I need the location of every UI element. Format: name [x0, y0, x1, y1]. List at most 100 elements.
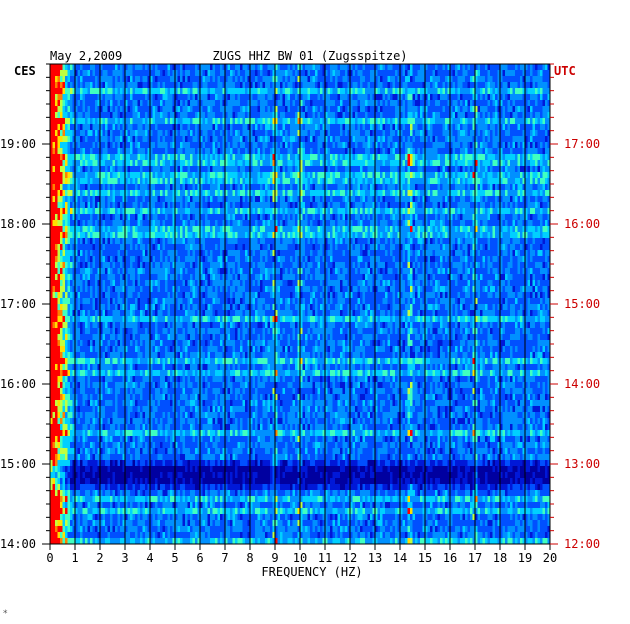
spectrogram-cell [490, 184, 493, 190]
spectrogram-cell [362, 202, 366, 208]
spectrogram-cell [155, 88, 158, 94]
spectrogram-cell [170, 94, 173, 100]
spectrogram-cell [382, 70, 386, 76]
spectrogram-cell [542, 184, 546, 190]
spectrogram-cell [157, 64, 161, 70]
spectrogram-cell [215, 70, 218, 76]
spectrogram-cell [115, 178, 118, 184]
spectrogram-cell [217, 196, 221, 202]
spectrogram-cell [275, 112, 278, 118]
spectrogram-cell [287, 94, 291, 100]
spectrogram-cell [142, 196, 146, 202]
spectrogram-cell [70, 70, 73, 76]
spectrogram-cell [147, 124, 151, 130]
spectrogram-cell [100, 124, 103, 130]
spectrogram-cell [497, 100, 501, 106]
spectrogram-cell [370, 208, 373, 214]
spectrogram-cell [285, 94, 288, 100]
spectrogram-cell [315, 64, 318, 70]
spectrogram-cell [470, 208, 473, 214]
spectrogram-cell [535, 70, 538, 76]
spectrogram-cell [82, 64, 86, 70]
spectrogram-cell [367, 178, 371, 184]
spectrogram-cell [150, 130, 153, 136]
spectrogram-cell [282, 106, 286, 112]
spectrogram-cell [310, 130, 313, 136]
spectrogram-cell [492, 136, 496, 142]
spectrogram-cell [277, 64, 281, 70]
spectrogram-cell [242, 142, 246, 148]
spectrogram-cell [497, 118, 501, 124]
spectrogram-cell [225, 118, 228, 124]
spectrogram-cell [90, 82, 93, 88]
spectrogram-cell [412, 160, 416, 166]
spectrogram-cell [407, 100, 411, 106]
spectrogram-cell [420, 88, 423, 94]
spectrogram-cell [72, 160, 76, 166]
spectrogram-cell [412, 202, 416, 208]
spectrogram-cell [470, 196, 473, 202]
spectrogram-cell [112, 166, 116, 172]
spectrogram-cell [152, 88, 156, 94]
spectrogram-cell [365, 142, 368, 148]
spectrogram-cell [520, 76, 523, 82]
spectrogram-cell [145, 208, 148, 214]
spectrogram-cell [362, 190, 366, 196]
spectrogram-cell [142, 130, 146, 136]
spectrogram-cell [85, 118, 88, 124]
spectrogram-cell [165, 148, 168, 154]
spectrogram-cell [245, 172, 248, 178]
spectrogram-cell [285, 130, 288, 136]
spectrogram-cell [520, 112, 523, 118]
spectrogram-cell [170, 64, 173, 70]
spectrogram-cell [265, 82, 268, 88]
spectrogram-cell [317, 196, 321, 202]
spectrogram-cell [180, 172, 183, 178]
spectrogram-cell [292, 154, 296, 160]
spectrogram-cell [245, 166, 248, 172]
spectrogram-cell [285, 70, 288, 76]
spectrogram-cell [527, 148, 531, 154]
spectrogram-cell [215, 130, 218, 136]
spectrogram-cell [445, 112, 448, 118]
spectrogram-cell [390, 202, 393, 208]
spectrogram-cell [430, 196, 433, 202]
spectrogram-cell [75, 136, 78, 142]
spectrogram-cell [467, 172, 471, 178]
spectrogram-cell [432, 142, 436, 148]
spectrogram-cell [72, 136, 76, 142]
spectrogram-cell [260, 202, 263, 208]
spectrogram-cell [270, 184, 273, 190]
spectrogram-cell [237, 178, 241, 184]
spectrogram-cell [192, 106, 196, 112]
spectrogram-cell [177, 82, 181, 88]
spectrogram-cell [315, 136, 318, 142]
spectrogram-cell [342, 166, 346, 172]
spectrogram-cell [170, 166, 173, 172]
spectrogram-cell [117, 94, 121, 100]
spectrogram-cell [130, 136, 133, 142]
spectrogram-cell [167, 76, 171, 82]
spectrogram-cell [85, 172, 88, 178]
spectrogram-cell [307, 202, 311, 208]
spectrogram-cell [357, 94, 361, 100]
spectrogram-cell [297, 196, 301, 202]
spectrogram-cell [370, 148, 373, 154]
spectrogram-cell [140, 94, 143, 100]
spectrogram-cell [282, 166, 286, 172]
spectrogram-cell [220, 88, 223, 94]
spectrogram-cell [377, 118, 381, 124]
spectrogram-cell [282, 190, 286, 196]
spectrogram-cell [400, 166, 403, 172]
spectrogram-cell [255, 136, 258, 142]
spectrogram-cell [77, 148, 81, 154]
spectrogram-cell [320, 142, 323, 148]
spectrogram-cell [365, 136, 368, 142]
spectrogram-cell [135, 76, 138, 82]
spectrogram-cell [160, 70, 163, 76]
spectrogram-cell [117, 136, 121, 142]
spectrogram-cell [300, 184, 303, 190]
spectrogram-cell [227, 130, 231, 136]
spectrogram-cell [432, 94, 436, 100]
spectrogram-cell [532, 154, 536, 160]
